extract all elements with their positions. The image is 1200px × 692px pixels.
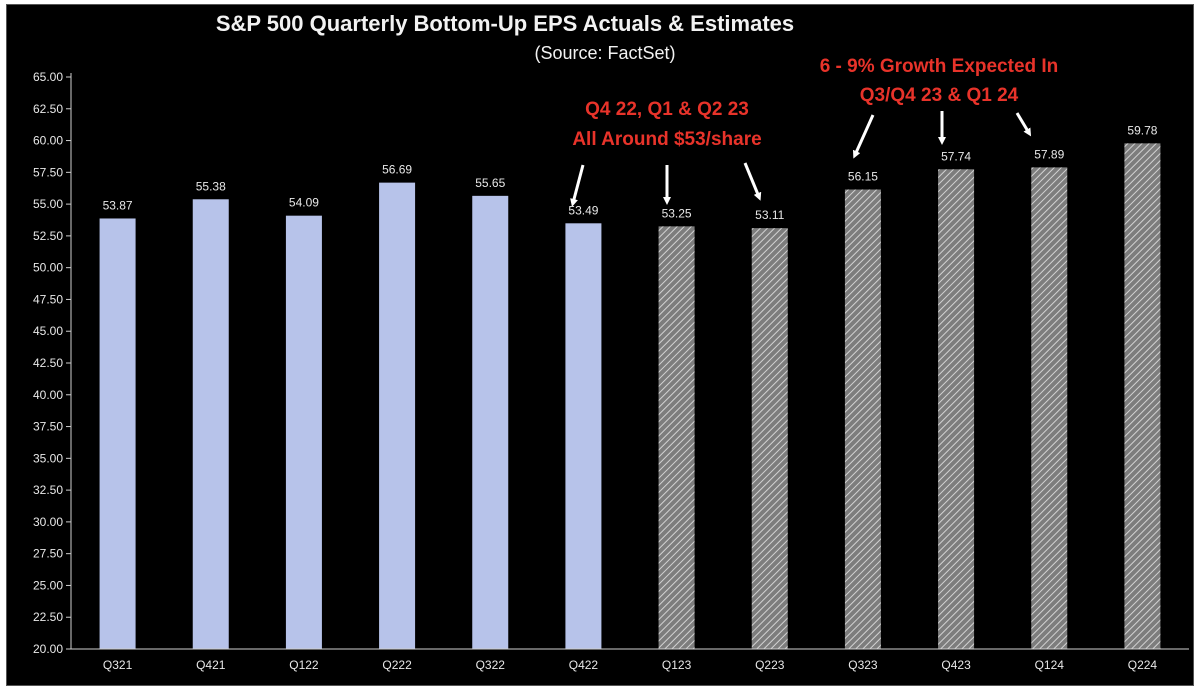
chart-title: S&P 500 Quarterly Bottom-Up EPS Actuals … (216, 11, 794, 36)
x-tick-label: Q323 (848, 658, 878, 672)
y-tick-label: 55.00 (33, 197, 63, 211)
arrow-q323 (852, 114, 875, 159)
annotation-growth-line1: 6 - 9% Growth Expected In (820, 56, 1059, 77)
data-label: 53.11 (755, 208, 784, 222)
y-tick-label: 25.00 (33, 578, 63, 592)
data-label: 57.89 (1034, 147, 1064, 161)
x-tick-label: Q122 (289, 658, 319, 672)
y-tick-label: 45.00 (33, 324, 63, 338)
y-tick-label: 27.50 (33, 547, 63, 561)
data-label: 56.15 (848, 169, 878, 183)
bar-actual (472, 195, 509, 650)
x-tick-label: Q223 (755, 658, 785, 672)
data-label: 59.78 (1127, 123, 1157, 137)
annotation-flat-eps-line2: All Around $53/share (572, 129, 761, 150)
data-label: 53.25 (662, 206, 692, 220)
arrow-q223 (743, 162, 762, 201)
arrow-q124 (1015, 112, 1032, 137)
x-axis: Q321 Q421 Q122 Q222 Q322 Q422 Q123 Q223 Q323 Q423… (71, 648, 1189, 672)
data-label: 55.38 (196, 179, 226, 193)
annotation-flat-eps-line1: Q4 22, Q1 & Q2 23 (585, 99, 749, 120)
x-tick-label: Q423 (941, 658, 971, 672)
bar-actual (565, 223, 602, 650)
data-label: 54.09 (289, 196, 319, 210)
x-tick-label: Q322 (476, 658, 506, 672)
arrow-q422 (570, 164, 585, 207)
annotation-growth-line2: Q3/Q4 23 & Q1 24 (860, 85, 1019, 106)
y-tick-label: 37.50 (33, 420, 63, 434)
y-tick-label: 35.00 (33, 451, 63, 465)
x-tick-label: Q224 (1128, 658, 1158, 672)
y-tick-label: 42.50 (33, 356, 63, 370)
annotation-flat-eps: Q4 22, Q1 & Q2 23 All Around $53/share (570, 99, 762, 207)
x-tick-label: Q422 (569, 658, 599, 672)
y-axis: 20.00 22.50 25.00 27.50 30.00 32.50 35.00 37.50… (33, 70, 72, 656)
x-tick-label: Q123 (662, 658, 692, 672)
y-tick-label: 65.00 (33, 70, 63, 84)
x-tick-label: Q222 (382, 658, 412, 672)
data-label: 53.49 (568, 203, 598, 217)
bar-estimate (751, 228, 788, 649)
x-tick-label: Q124 (1035, 658, 1065, 672)
y-tick-label: 32.50 (33, 483, 63, 497)
bar-series: 53.87 55.38 54.09 56.69 55.65 53.49 53.25 53.11… (99, 123, 1161, 650)
y-tick-label: 62.50 (33, 102, 63, 116)
chart-frame: S&P 500 Quarterly Bottom-Up EPS Actuals … (6, 4, 1194, 686)
bar-estimate (1124, 143, 1161, 650)
y-tick-label: 50.00 (33, 261, 63, 275)
chart-subtitle: (Source: FactSet) (534, 43, 675, 63)
y-tick-label: 47.50 (33, 292, 63, 306)
bar-estimate (938, 169, 975, 650)
bar-actual (285, 215, 322, 649)
eps-bar-chart: S&P 500 Quarterly Bottom-Up EPS Actuals … (33, 11, 1189, 672)
bar-estimate (658, 226, 695, 649)
data-label: 56.69 (382, 163, 412, 177)
bar-actual (379, 182, 416, 649)
y-tick-label: 60.00 (33, 134, 63, 148)
bar-actual (192, 199, 229, 649)
data-label: 55.65 (475, 176, 505, 190)
bar-actual (99, 218, 136, 649)
data-label: 57.74 (941, 149, 971, 163)
bar-estimate (1031, 167, 1068, 649)
y-tick-label: 30.00 (33, 515, 63, 529)
y-tick-label: 40.00 (33, 388, 63, 402)
y-tick-label: 57.50 (33, 165, 63, 179)
bar-estimate (844, 189, 881, 649)
y-tick-label: 52.50 (33, 229, 63, 243)
y-tick-label: 22.50 (33, 610, 63, 624)
data-label: 53.87 (103, 198, 133, 212)
x-tick-label: Q421 (196, 658, 226, 672)
annotation-growth: 6 - 9% Growth Expected In Q3/Q4 23 & Q1 … (820, 56, 1059, 159)
y-tick-label: 20.00 (33, 642, 63, 656)
x-tick-label: Q321 (103, 658, 133, 672)
